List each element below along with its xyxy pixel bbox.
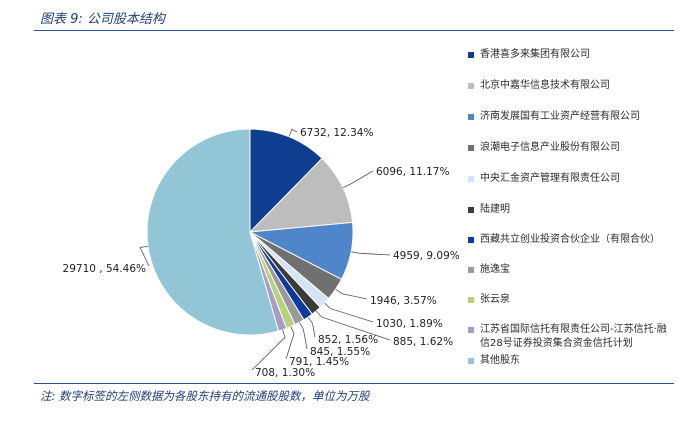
legend-swatch: [468, 145, 474, 151]
legend-item: 西藏共立创业投资合伙企业（有限合伙）: [468, 233, 673, 247]
legend-item: 陆建明: [468, 203, 673, 217]
legend-label: 中央汇金资产管理有限责任公司: [480, 173, 620, 184]
legend-swatch: [468, 267, 474, 273]
legend-label: 施逸宝: [480, 264, 510, 275]
legend-swatch: [468, 52, 474, 58]
data-label-3: 1946, 3.57%: [370, 295, 437, 307]
legend-label: 张云泉: [480, 294, 510, 305]
legend-swatch: [468, 358, 474, 364]
legend-swatch: [468, 207, 474, 213]
leader-line-9: [251, 329, 286, 371]
data-label-1: 6096, 11.17%: [376, 166, 449, 178]
data-label-4: 1030, 1.89%: [376, 318, 443, 330]
leader-line-6: [307, 316, 316, 338]
legend-item: 江苏省国际信托有限责任公司-江苏信托·融信28号证券投资集合资金信托计划: [468, 323, 673, 351]
legend-item: 其他股东: [468, 354, 673, 368]
legend-item: 中央汇金资产管理有限责任公司: [468, 172, 673, 186]
data-label-6: 852, 1.56%: [318, 334, 378, 346]
legend-item: 济南发展国有工业资产经营有限公司: [468, 110, 673, 124]
pie-slice-10: [146, 128, 280, 336]
legend-item: 浪潮电子信息产业股份有限公司: [468, 141, 673, 155]
legend-label: 浪潮电子信息产业股份有限公司: [480, 142, 620, 153]
legend-item: 北京中嘉华信息技术有限公司: [468, 79, 673, 93]
data-label-2: 4959, 9.09%: [393, 250, 460, 262]
legend-swatch: [468, 176, 474, 182]
legend-label: 济南发展国有工业资产经营有限公司: [480, 111, 640, 122]
figure-title: 图表 9: 公司股本结构: [40, 12, 165, 27]
legend-swatch: [468, 297, 474, 303]
legend-label: 其他股东: [480, 355, 520, 366]
legend-label: 香港喜多来集团有限公司: [480, 49, 590, 60]
data-label-0: 6732, 12.34%: [300, 127, 373, 139]
leader-line-4: [324, 302, 374, 323]
legend-swatch: [468, 327, 474, 333]
legend-item: 施逸宝: [468, 263, 673, 277]
leader-line-0: [288, 128, 298, 137]
legend-swatch: [468, 114, 474, 120]
pie-slice-0: [249, 128, 323, 234]
leader-line-7: [299, 322, 308, 350]
leader-line-10: [139, 245, 150, 267]
data-label-7: 845, 1.55%: [310, 346, 370, 358]
pie-slice-1: [248, 157, 354, 233]
leader-line-3: [335, 288, 368, 300]
data-label-5: 885, 1.62%: [393, 336, 453, 348]
legend-label: 江苏省国际信托有限责任公司-江苏信托·融信28号证券投资集合资金信托计划: [480, 324, 667, 349]
leader-line-1: [342, 170, 374, 189]
legend-label: 西藏共立创业投资合伙企业（有限合伙）: [480, 234, 660, 245]
figure-note: 注: 数字标签的左侧数据为各股东持有的流通股股数，单位为万股: [40, 389, 370, 403]
legend-label: 北京中嘉华信息技术有限公司: [480, 80, 610, 91]
leader-line-8: [285, 326, 295, 360]
legend-swatch: [468, 237, 474, 243]
legend-swatch: [468, 83, 474, 89]
legend-label: 陆建明: [480, 204, 510, 215]
note-rule: [34, 383, 674, 384]
leader-line-2: [351, 251, 391, 256]
legend-item: 香港喜多来集团有限公司: [468, 48, 673, 62]
data-label-10: 29710 , 54.46%: [63, 263, 146, 275]
legend-item: 张云泉: [468, 293, 673, 307]
leader-line-5: [315, 310, 391, 341]
title-rule: [34, 30, 674, 31]
data-label-8: 791, 1.45%: [289, 356, 349, 368]
data-label-9: 708, 1.30%: [255, 367, 315, 379]
